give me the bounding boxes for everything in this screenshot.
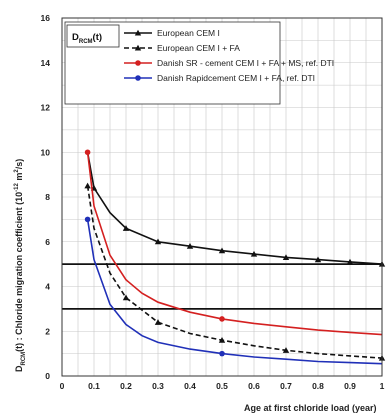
series-line bbox=[86, 185, 383, 359]
y-tick-label: 8 bbox=[45, 192, 50, 202]
y-tick-label: 4 bbox=[45, 282, 50, 292]
y-tick-label: 16 bbox=[41, 13, 51, 23]
data-point bbox=[219, 350, 225, 357]
x-tick-labels: 0 0.1 0.2 0.3 0.4 0.5 0.6 0.7 0.8 0.9 1 bbox=[60, 381, 385, 391]
plot-frame bbox=[61, 17, 383, 377]
legend-label: Danish SR - cement CEM I + FA + MS, ref.… bbox=[157, 58, 334, 68]
y-axis-title: DRCM(t) : Chloride migration coefficient… bbox=[14, 159, 27, 372]
data-point bbox=[84, 182, 91, 189]
y-tick-label: 12 bbox=[41, 103, 51, 113]
y-axis-title-end: /s) bbox=[14, 159, 24, 170]
data-point bbox=[219, 316, 225, 322]
data-point bbox=[122, 225, 130, 231]
legend-swatch-marker bbox=[134, 29, 142, 36]
legend-title-main: D bbox=[72, 32, 79, 43]
legend-title-box bbox=[66, 24, 120, 48]
data-point bbox=[346, 258, 354, 265]
x-tick-label: 0.4 bbox=[184, 381, 196, 391]
legend-entry: European CEM I + FA bbox=[124, 43, 240, 53]
data-point bbox=[282, 254, 290, 260]
legend-title-sub: RCM bbox=[79, 39, 93, 45]
data-point bbox=[84, 149, 91, 156]
y-tick-label: 6 bbox=[45, 237, 50, 247]
legend-entries: European CEM I European CEM I + FA Danish … bbox=[124, 28, 334, 83]
x-tick-label: 1 bbox=[380, 381, 385, 391]
series-4 bbox=[84, 216, 383, 365]
legend-entry: European CEM I bbox=[124, 28, 220, 38]
data-point bbox=[314, 256, 322, 263]
x-tick-label: 0.2 bbox=[120, 381, 132, 391]
x-tick-label: 0.8 bbox=[312, 381, 324, 391]
y-tick-label: 0 bbox=[45, 371, 50, 381]
y-tick-label: 2 bbox=[45, 326, 50, 336]
legend-label: Danish Rapidcement CEM I + FA, ref. DTI bbox=[157, 73, 315, 83]
x-tick-label: 0.1 bbox=[88, 381, 100, 391]
data-point bbox=[218, 247, 226, 254]
y-axis-title-rest: (t) : Chloride migration coefficient (10 bbox=[14, 192, 24, 352]
x-tick-label: 0.5 bbox=[216, 381, 228, 391]
series-line bbox=[86, 152, 383, 336]
y-axis-title-sup: -12 bbox=[14, 182, 20, 191]
data-point bbox=[154, 319, 162, 325]
y-axis-title-unit-sup: 2 bbox=[14, 169, 20, 173]
x-tick-label: 0 bbox=[60, 381, 65, 391]
x-tick-label: 0.3 bbox=[152, 381, 164, 391]
y-tick-label: 14 bbox=[41, 58, 51, 68]
series-layer bbox=[84, 149, 386, 365]
data-point bbox=[122, 294, 130, 301]
legend: DRCM(t) European CEM I European CEM I + F… bbox=[64, 21, 334, 105]
y-axis-title-sub: RCM bbox=[21, 352, 27, 366]
data-point bbox=[250, 250, 258, 257]
legend-title: DRCM(t) bbox=[72, 32, 102, 45]
x-tick-label: 0.6 bbox=[248, 381, 260, 391]
x-tick-label: 0.9 bbox=[344, 381, 356, 391]
legend-entry: Danish SR - cement CEM I + FA + MS, ref.… bbox=[124, 58, 334, 68]
legend-swatch-marker bbox=[135, 60, 141, 66]
x-tick-label: 0.7 bbox=[280, 381, 292, 391]
data-point bbox=[282, 347, 290, 353]
series-1 bbox=[86, 152, 386, 267]
legend-label: European CEM I bbox=[157, 28, 220, 38]
legend-swatch-marker bbox=[134, 44, 142, 51]
y-axis-title-unit: m bbox=[14, 173, 24, 184]
y-tick-label: 10 bbox=[41, 147, 51, 157]
data-point bbox=[84, 216, 91, 223]
legend-label: European CEM I + FA bbox=[157, 43, 240, 53]
legend-title-rest: (t) bbox=[93, 32, 103, 43]
series-line bbox=[86, 219, 383, 365]
data-point bbox=[154, 238, 162, 245]
legend-entry: Danish Rapidcement CEM I + FA, ref. DTI bbox=[124, 73, 315, 83]
y-tick-labels: 0 2 4 6 8 10 12 14 16 bbox=[41, 13, 51, 381]
series-3 bbox=[84, 149, 383, 336]
data-point bbox=[218, 337, 226, 343]
x-axis-title: Age at first chloride load (year) bbox=[244, 403, 377, 413]
legend-swatch-marker bbox=[135, 75, 141, 81]
data-point bbox=[186, 243, 194, 249]
y-axis-title-main: D bbox=[14, 365, 24, 372]
series-line bbox=[86, 152, 383, 265]
